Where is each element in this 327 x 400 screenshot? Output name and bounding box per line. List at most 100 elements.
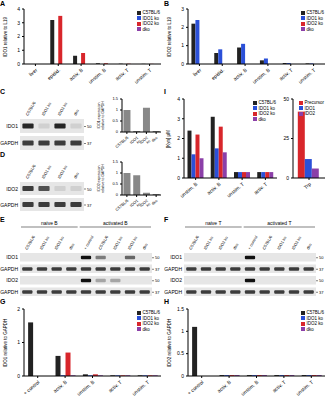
- svg-text:C57BL/6: C57BL/6: [261, 234, 274, 251]
- svg-text:4: 4: [17, 6, 20, 12]
- svg-text:IDO2 ko: IDO2 ko: [57, 164, 69, 180]
- svg-text:1: 1: [17, 339, 20, 345]
- svg-text:GAPDH: GAPDH: [164, 266, 182, 272]
- svg-text:activ. B: activ. B: [232, 66, 249, 81]
- svg-text:unstim. T: unstim. T: [226, 181, 246, 199]
- svg-text:activ. T: activ. T: [278, 67, 294, 82]
- svg-text:37: 37: [87, 141, 92, 146]
- svg-text:C57BL/6: C57BL/6: [97, 234, 110, 251]
- svg-text:activ. T: activ. T: [252, 181, 268, 196]
- svg-text:1: 1: [17, 47, 20, 53]
- svg-text:+ control: + control: [83, 235, 95, 251]
- svg-text:IDO2: IDO2: [170, 277, 182, 283]
- svg-text:3: 3: [177, 116, 180, 122]
- svg-text:4: 4: [177, 96, 180, 102]
- svg-text:1: 1: [177, 155, 180, 161]
- svg-text:IDO1 ko: IDO1 ko: [203, 235, 215, 251]
- svg-text:activ. B: activ. B: [216, 378, 233, 393]
- svg-text:dko: dko: [232, 242, 240, 251]
- svg-text:naive T: naive T: [205, 220, 221, 226]
- svg-text:IDO2: IDO2: [8, 186, 18, 192]
- svg-text:50: 50: [87, 187, 92, 192]
- svg-text:unstim. B: unstim. B: [179, 180, 199, 198]
- svg-text:dko: dko: [141, 242, 149, 251]
- svg-text:1.5: 1.5: [112, 159, 118, 164]
- svg-text:37: 37: [155, 267, 160, 272]
- svg-text:naive B: naive B: [41, 220, 58, 226]
- svg-text:dko: dko: [73, 108, 81, 117]
- svg-text:0: 0: [17, 61, 20, 67]
- svg-text:50: 50: [155, 278, 160, 283]
- svg-text:50: 50: [87, 124, 92, 129]
- svg-text:IDO2 ko: IDO2 ko: [53, 235, 65, 251]
- svg-text:unstim. T: unstim. T: [297, 67, 317, 85]
- svg-text:C57BL/6: C57BL/6: [114, 135, 130, 149]
- svg-text:0: 0: [181, 373, 184, 379]
- svg-text:IDO1 ko: IDO1 ko: [39, 235, 51, 251]
- svg-text:GAPDH: GAPDH: [8, 140, 18, 146]
- svg-text:activ. T: activ. T: [107, 379, 123, 394]
- svg-text:IDO1 ko: IDO1 ko: [276, 235, 288, 251]
- svg-text:IDO2: IDO2: [8, 277, 18, 283]
- svg-text:GAPDH: GAPDH: [8, 289, 18, 295]
- svg-text:1: 1: [116, 170, 119, 175]
- svg-text:activ. T: activ. T: [271, 379, 287, 394]
- svg-text:unstim. B: unstim. B: [87, 66, 107, 84]
- svg-text:0: 0: [286, 175, 289, 181]
- svg-text:1: 1: [181, 328, 184, 334]
- svg-text:epidid.: epidid.: [46, 67, 61, 81]
- svg-text:unstim. B: unstim. B: [240, 378, 260, 396]
- svg-text:IDO1: IDO1: [8, 254, 18, 260]
- svg-text:dko: dko: [68, 242, 76, 251]
- svg-text:activated B: activated B: [103, 220, 128, 226]
- svg-text:unstim. B: unstim. B: [76, 378, 96, 396]
- svg-text:IDO1 ko: IDO1 ko: [41, 101, 53, 117]
- svg-text:50: 50: [155, 255, 160, 260]
- svg-text:IDO1 ko: IDO1 ko: [112, 235, 124, 251]
- svg-text:dko: dko: [73, 171, 81, 180]
- svg-text:dko: dko: [150, 198, 159, 206]
- svg-text:2: 2: [177, 135, 180, 141]
- svg-text:1: 1: [116, 107, 119, 112]
- svg-text:50: 50: [283, 96, 289, 102]
- svg-text:GAPDH: GAPDH: [8, 202, 18, 208]
- svg-text:activ. B: activ. B: [52, 378, 69, 393]
- svg-text:1: 1: [181, 42, 184, 48]
- svg-text:GAPDH: GAPDH: [8, 266, 18, 272]
- svg-text:0.5: 0.5: [177, 350, 184, 356]
- svg-text:IDO2 ko: IDO2 ko: [217, 235, 229, 251]
- svg-text:C57BL/6: C57BL/6: [114, 198, 130, 212]
- svg-text:0: 0: [17, 373, 20, 379]
- svg-text:0: 0: [116, 129, 119, 134]
- svg-text:3: 3: [17, 20, 20, 26]
- svg-text:IDO2ko: IDO2ko: [138, 198, 152, 211]
- svg-text:activated T: activated T: [267, 220, 291, 226]
- svg-text:+ control: + control: [186, 379, 205, 396]
- svg-text:GAPDH: GAPDH: [164, 289, 182, 295]
- svg-text:0.5: 0.5: [112, 181, 118, 186]
- svg-text:unstim. T: unstim. T: [295, 379, 315, 397]
- svg-text:1.5: 1.5: [112, 96, 118, 101]
- svg-text:0: 0: [116, 192, 119, 197]
- svg-text:Trp: Trp: [302, 181, 312, 190]
- svg-text:dko: dko: [150, 135, 159, 143]
- svg-text:+ control: + control: [22, 379, 41, 396]
- svg-text:liver: liver: [191, 67, 202, 78]
- svg-text:3: 3: [181, 6, 184, 12]
- svg-text:liver: liver: [27, 67, 38, 78]
- svg-text:C57BL/6: C57BL/6: [25, 163, 38, 180]
- svg-text:37: 37: [155, 290, 160, 295]
- svg-text:1.5: 1.5: [177, 306, 184, 312]
- svg-text:IDO2 ko: IDO2 ko: [127, 235, 139, 251]
- svg-text:IDO1 ko: IDO1 ko: [41, 164, 53, 180]
- svg-text:C57BL/6: C57BL/6: [25, 100, 38, 117]
- svg-text:C57BL/6: C57BL/6: [188, 234, 201, 251]
- svg-text:25: 25: [283, 135, 289, 141]
- svg-text:2: 2: [17, 33, 20, 39]
- svg-text:2: 2: [17, 306, 20, 312]
- svg-text:IDO2 ko: IDO2 ko: [57, 101, 69, 117]
- svg-text:unstim. T: unstim. T: [133, 67, 153, 85]
- svg-text:unstim. T: unstim. T: [131, 379, 151, 397]
- svg-text:+ control: + control: [247, 235, 259, 251]
- svg-text:0.5: 0.5: [112, 118, 118, 123]
